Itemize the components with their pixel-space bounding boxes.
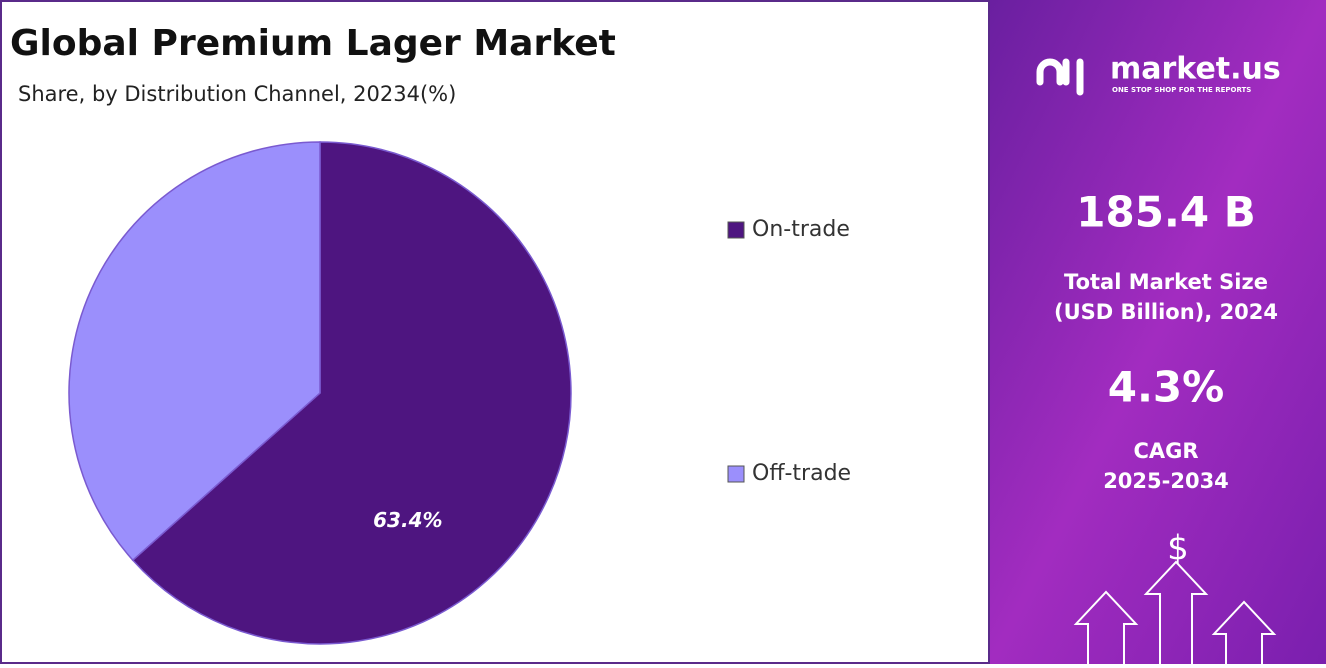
legend-label: Off-trade: [752, 461, 851, 486]
icon: $: [1167, 529, 1189, 569]
pie-slice: [131, 141, 572, 645]
legend-swatch: [727, 465, 745, 483]
market-size-label: (USD Billion), 2024: [1054, 300, 1278, 324]
market-size-label: Total Market Size: [1064, 270, 1268, 294]
pie: 63.4%: [68, 141, 572, 645]
legend: On-trade Off-trade: [727, 217, 851, 486]
data-label: 63.4%: [373, 508, 442, 532]
cagr-label: CAGR: [1133, 439, 1198, 463]
market-size: 185.4 B: [1076, 188, 1255, 237]
pie-slice: [68, 141, 321, 562]
chart-subtitle: Share, by Distribution Channel, 20234(%): [18, 82, 456, 106]
cagr-label: 2025-2034: [1103, 469, 1229, 493]
chart-title: Global Premium Lager Market: [10, 23, 616, 64]
cagr: 4.3%: [1108, 363, 1224, 412]
brand: market.us: [1110, 52, 1281, 87]
legend-swatch: [727, 221, 745, 239]
logo-mark: [1036, 58, 1084, 96]
tagline: ONE STOP SHOP FOR THE REPORTS: [1112, 86, 1251, 94]
arrows: [1073, 560, 1277, 664]
legend-label: On-trade: [752, 217, 850, 242]
side-panel: [990, 0, 1326, 664]
